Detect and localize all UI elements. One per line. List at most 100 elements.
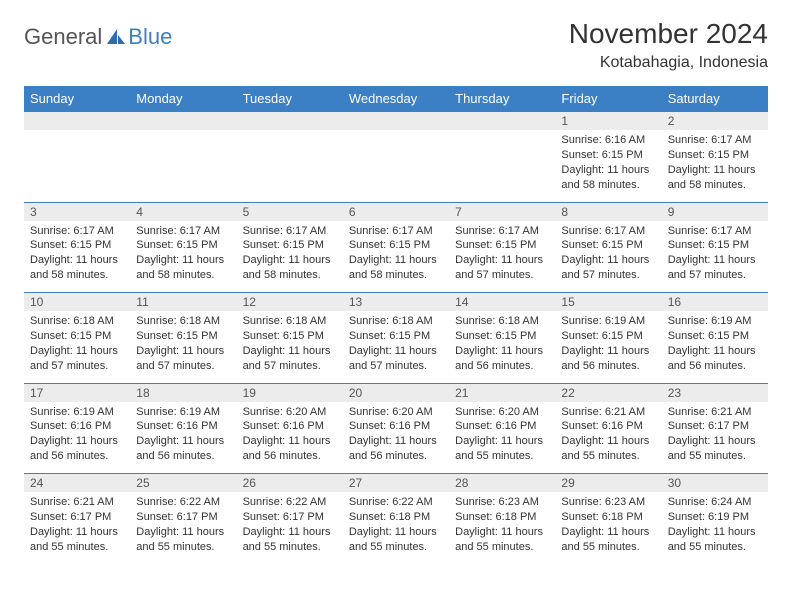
day-number-cell: 4: [130, 202, 236, 221]
day-body-cell: Sunrise: 6:17 AMSunset: 6:15 PMDaylight:…: [662, 130, 768, 202]
sunset-text: Sunset: 6:17 PM: [243, 510, 337, 525]
daylight-text: Daylight: 11 hours and 58 minutes.: [136, 253, 230, 283]
sunset-text: Sunset: 6:15 PM: [243, 238, 337, 253]
sunrise-text: Sunrise: 6:19 AM: [30, 405, 124, 420]
sunset-text: Sunset: 6:17 PM: [668, 419, 762, 434]
day-number-cell: 16: [662, 293, 768, 312]
daylight-text: Daylight: 11 hours and 56 minutes.: [668, 344, 762, 374]
sunrise-text: Sunrise: 6:18 AM: [136, 314, 230, 329]
daylight-text: Daylight: 11 hours and 56 minutes.: [243, 434, 337, 464]
day-body-cell: Sunrise: 6:23 AMSunset: 6:18 PMDaylight:…: [555, 492, 661, 564]
day-number-cell: 7: [449, 202, 555, 221]
day-number-cell: 19: [237, 383, 343, 402]
sunset-text: Sunset: 6:15 PM: [349, 238, 443, 253]
day-body-cell: Sunrise: 6:17 AMSunset: 6:15 PMDaylight:…: [555, 221, 661, 293]
daylight-text: Daylight: 11 hours and 58 minutes.: [30, 253, 124, 283]
sunset-text: Sunset: 6:15 PM: [561, 329, 655, 344]
day-body-cell: Sunrise: 6:22 AMSunset: 6:18 PMDaylight:…: [343, 492, 449, 564]
day-header: Sunday: [24, 86, 130, 112]
day-body-cell: [130, 130, 236, 202]
sunrise-text: Sunrise: 6:18 AM: [455, 314, 549, 329]
day-number-cell: 8: [555, 202, 661, 221]
day-body-row: Sunrise: 6:18 AMSunset: 6:15 PMDaylight:…: [24, 311, 768, 383]
day-body-cell: Sunrise: 6:18 AMSunset: 6:15 PMDaylight:…: [130, 311, 236, 383]
day-number-cell: 15: [555, 293, 661, 312]
sunset-text: Sunset: 6:16 PM: [136, 419, 230, 434]
day-number-row: 17181920212223: [24, 383, 768, 402]
day-header: Thursday: [449, 86, 555, 112]
sunrise-text: Sunrise: 6:22 AM: [136, 495, 230, 510]
day-body-cell: Sunrise: 6:21 AMSunset: 6:17 PMDaylight:…: [662, 402, 768, 474]
sunrise-text: Sunrise: 6:17 AM: [349, 224, 443, 239]
sunrise-text: Sunrise: 6:18 AM: [243, 314, 337, 329]
day-body-cell: Sunrise: 6:24 AMSunset: 6:19 PMDaylight:…: [662, 492, 768, 564]
day-number-cell: [24, 112, 130, 131]
daylight-text: Daylight: 11 hours and 55 minutes.: [668, 434, 762, 464]
logo-text-blue: Blue: [128, 24, 172, 50]
sunrise-text: Sunrise: 6:17 AM: [243, 224, 337, 239]
day-body-cell: Sunrise: 6:17 AMSunset: 6:15 PMDaylight:…: [130, 221, 236, 293]
day-body-row: Sunrise: 6:19 AMSunset: 6:16 PMDaylight:…: [24, 402, 768, 474]
daylight-text: Daylight: 11 hours and 55 minutes.: [561, 525, 655, 555]
daylight-text: Daylight: 11 hours and 55 minutes.: [30, 525, 124, 555]
day-header: Saturday: [662, 86, 768, 112]
day-body-cell: Sunrise: 6:18 AMSunset: 6:15 PMDaylight:…: [24, 311, 130, 383]
calendar-table: Sunday Monday Tuesday Wednesday Thursday…: [24, 86, 768, 564]
day-number-cell: 21: [449, 383, 555, 402]
day-number-cell: [343, 112, 449, 131]
day-body-cell: Sunrise: 6:17 AMSunset: 6:15 PMDaylight:…: [237, 221, 343, 293]
sunrise-text: Sunrise: 6:23 AM: [455, 495, 549, 510]
day-header: Monday: [130, 86, 236, 112]
day-number-cell: 29: [555, 474, 661, 493]
daylight-text: Daylight: 11 hours and 57 minutes.: [455, 253, 549, 283]
day-body-cell: Sunrise: 6:18 AMSunset: 6:15 PMDaylight:…: [449, 311, 555, 383]
sunrise-text: Sunrise: 6:20 AM: [349, 405, 443, 420]
day-body-cell: [237, 130, 343, 202]
day-number-cell: [237, 112, 343, 131]
sunset-text: Sunset: 6:19 PM: [668, 510, 762, 525]
sunrise-text: Sunrise: 6:17 AM: [136, 224, 230, 239]
sunrise-text: Sunrise: 6:18 AM: [349, 314, 443, 329]
daylight-text: Daylight: 11 hours and 58 minutes.: [243, 253, 337, 283]
daylight-text: Daylight: 11 hours and 55 minutes.: [668, 525, 762, 555]
sunset-text: Sunset: 6:15 PM: [243, 329, 337, 344]
sunset-text: Sunset: 6:18 PM: [561, 510, 655, 525]
logo-text-general: General: [24, 24, 102, 50]
day-number-cell: 6: [343, 202, 449, 221]
sunrise-text: Sunrise: 6:19 AM: [668, 314, 762, 329]
day-number-cell: 2: [662, 112, 768, 131]
daylight-text: Daylight: 11 hours and 55 minutes.: [136, 525, 230, 555]
sunset-text: Sunset: 6:16 PM: [30, 419, 124, 434]
day-body-cell: [449, 130, 555, 202]
day-number-row: 10111213141516: [24, 293, 768, 312]
day-body-cell: Sunrise: 6:17 AMSunset: 6:15 PMDaylight:…: [449, 221, 555, 293]
sunrise-text: Sunrise: 6:21 AM: [561, 405, 655, 420]
day-number-cell: 18: [130, 383, 236, 402]
sunset-text: Sunset: 6:15 PM: [668, 238, 762, 253]
daylight-text: Daylight: 11 hours and 57 minutes.: [668, 253, 762, 283]
sunset-text: Sunset: 6:15 PM: [668, 148, 762, 163]
sunset-text: Sunset: 6:16 PM: [455, 419, 549, 434]
sunset-text: Sunset: 6:18 PM: [349, 510, 443, 525]
day-number-cell: 11: [130, 293, 236, 312]
title-block: November 2024 Kotabahagia, Indonesia: [569, 18, 768, 72]
daylight-text: Daylight: 11 hours and 58 minutes.: [668, 163, 762, 193]
day-number-cell: 5: [237, 202, 343, 221]
day-body-cell: Sunrise: 6:17 AMSunset: 6:15 PMDaylight:…: [343, 221, 449, 293]
day-body-row: Sunrise: 6:17 AMSunset: 6:15 PMDaylight:…: [24, 221, 768, 293]
sunrise-text: Sunrise: 6:19 AM: [136, 405, 230, 420]
sunset-text: Sunset: 6:15 PM: [561, 148, 655, 163]
day-number-cell: 12: [237, 293, 343, 312]
sunset-text: Sunset: 6:15 PM: [668, 329, 762, 344]
month-title: November 2024: [569, 18, 768, 50]
daylight-text: Daylight: 11 hours and 57 minutes.: [561, 253, 655, 283]
day-number-cell: 28: [449, 474, 555, 493]
day-body-cell: Sunrise: 6:19 AMSunset: 6:16 PMDaylight:…: [130, 402, 236, 474]
sunrise-text: Sunrise: 6:17 AM: [668, 224, 762, 239]
day-body-cell: Sunrise: 6:19 AMSunset: 6:16 PMDaylight:…: [24, 402, 130, 474]
sunrise-text: Sunrise: 6:23 AM: [561, 495, 655, 510]
sunrise-text: Sunrise: 6:17 AM: [561, 224, 655, 239]
day-body-row: Sunrise: 6:21 AMSunset: 6:17 PMDaylight:…: [24, 492, 768, 564]
day-body-cell: Sunrise: 6:19 AMSunset: 6:15 PMDaylight:…: [662, 311, 768, 383]
day-header-row: Sunday Monday Tuesday Wednesday Thursday…: [24, 86, 768, 112]
